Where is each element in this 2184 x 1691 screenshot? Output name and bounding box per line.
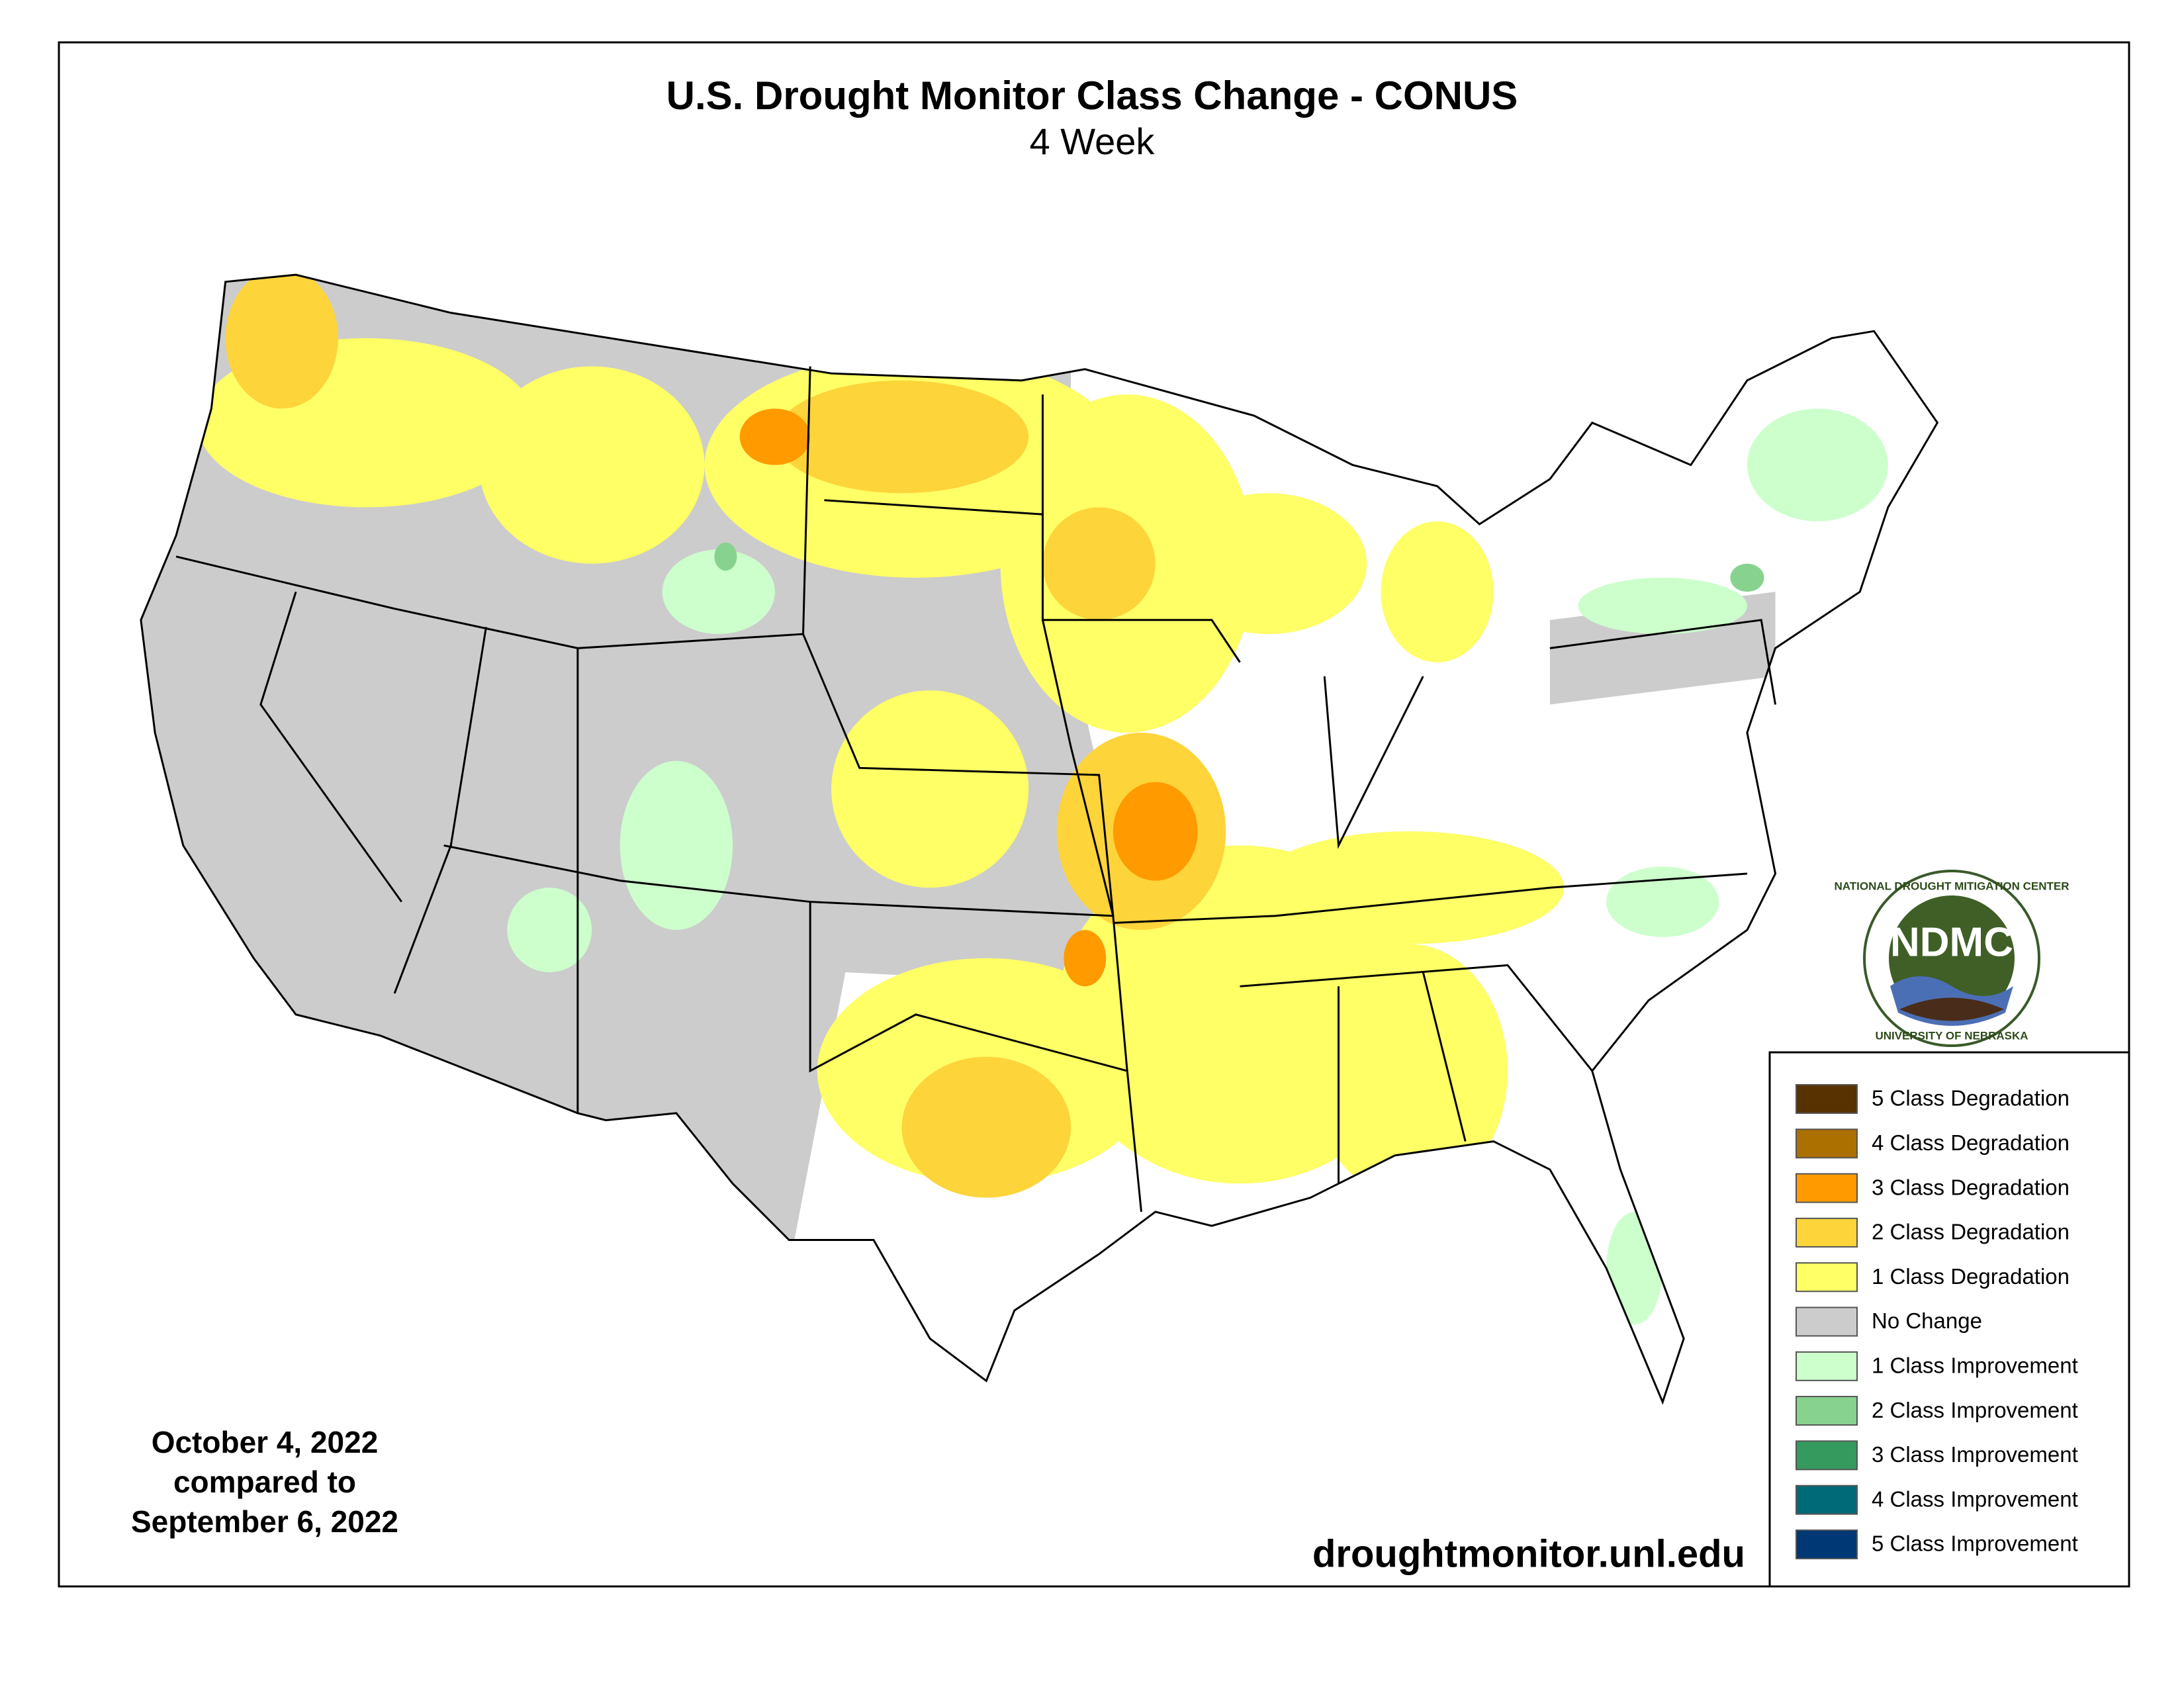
legend-label: 1 Class Improvement (1872, 1353, 2078, 1378)
legend-label: 2 Class Improvement (1872, 1398, 2078, 1422)
source-url: droughtmonitor.unl.edu (1312, 1532, 1745, 1575)
legend-swatch (1796, 1396, 1858, 1426)
legend-label: 2 Class Degradation (1872, 1220, 2070, 1244)
legend-swatch (1796, 1128, 1858, 1159)
date-line: compared to (173, 1465, 356, 1499)
ndmc-logo: NDMC NATIONAL DROUGHT MITIGATION CENTER … (1834, 870, 2070, 1047)
date-line: October 4, 2022 (152, 1425, 379, 1459)
state-borders (140, 273, 1939, 1405)
legend-swatch (1796, 1173, 1858, 1203)
logo-bottom-text: UNIVERSITY OF NEBRASKA (1875, 1029, 2028, 1042)
legend-swatch (1796, 1217, 1858, 1248)
legend-swatch (1796, 1351, 1858, 1381)
legend-label: 4 Class Improvement (1872, 1486, 2078, 1511)
legend-label: 3 Class Degradation (1872, 1175, 2070, 1199)
legend-swatch (1796, 1262, 1858, 1293)
legend-swatch (1796, 1306, 1858, 1337)
legend: 5 Class Degradation 4 Class Degradation 3 … (1796, 1084, 2078, 1559)
legend-label: 5 Class Improvement (1872, 1531, 2078, 1556)
title: U.S. Drought Monitor Class Change - CONU… (666, 73, 1518, 118)
legend-label: No Change (1872, 1308, 1982, 1333)
legend-swatch (1796, 1530, 1858, 1559)
legend-label: 1 Class Degradation (1872, 1264, 2070, 1289)
legend-swatch (1796, 1084, 1858, 1114)
logo-top-text: NATIONAL DROUGHT MITIGATION CENTER (1834, 880, 2069, 892)
date-line: September 6, 2022 (131, 1504, 398, 1539)
legend-label: 3 Class Improvement (1872, 1442, 2078, 1467)
legend-label: 4 Class Degradation (1872, 1130, 2070, 1155)
date-block: October 4, 2022 compared to September 6, 2… (131, 1425, 398, 1539)
legend-swatch (1796, 1485, 1858, 1515)
logo-text: NDMC (1890, 919, 2013, 965)
legend-swatch (1796, 1440, 1858, 1471)
legend-label: 5 Class Degradation (1872, 1086, 2070, 1111)
subtitle: 4 Week (1030, 120, 1156, 162)
